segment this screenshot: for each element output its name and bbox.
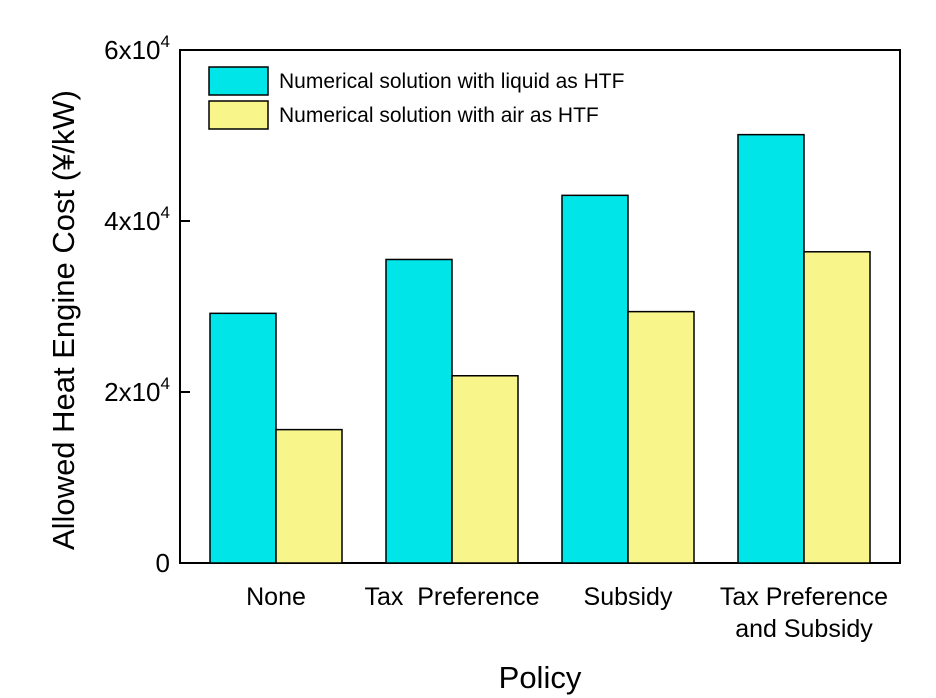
- x-tick-label: Tax Preference and Subsidy: [720, 583, 888, 643]
- bar-liquid-1: [385, 258, 453, 564]
- bar-air-3: [803, 251, 871, 564]
- bar-liquid-0: [209, 312, 277, 564]
- x-axis-title: Policy: [499, 660, 582, 695]
- legend-swatch-air: [208, 100, 269, 130]
- y-axis-title: Allowed Heat Engine Cost (¥/kW): [46, 90, 81, 550]
- x-tick-label-line: and Subsidy: [735, 615, 873, 643]
- y-tick-label: 2x104: [104, 374, 170, 407]
- legend: Numerical solution with liquid as HTF Num…: [208, 66, 624, 130]
- bar-air-1: [451, 375, 519, 564]
- y-tick-exponent: 4: [161, 374, 170, 393]
- plot-area: None Tax Preference Subsidy Tax Preference a…: [104, 32, 901, 643]
- x-tick-label: None: [246, 583, 306, 611]
- x-tick-label-line: Subsidy: [584, 583, 673, 611]
- legend-label-air: Numerical solution with air as HTF: [279, 104, 599, 127]
- y-tick-exponent: 4: [161, 32, 170, 51]
- x-tick-label-line: Tax Preference: [364, 583, 539, 611]
- legend-label-liquid: Numerical solution with liquid as HTF: [279, 70, 624, 93]
- y-tick-base: 0: [156, 548, 170, 578]
- x-tick-label: Subsidy: [584, 583, 673, 611]
- y-tick-base: 4x10: [104, 206, 160, 236]
- plot-frame: [179, 49, 901, 564]
- bar-air-2: [627, 310, 695, 564]
- bar-air-0: [275, 428, 343, 564]
- y-tick-base: 2x10: [104, 377, 160, 407]
- bar-liquid-2: [561, 194, 629, 564]
- bar-liquid-3: [737, 133, 805, 564]
- y-tick-exponent: 4: [161, 203, 170, 222]
- legend-swatch-liquid: [208, 66, 269, 96]
- y-tick-label: 0: [156, 548, 170, 578]
- y-tick-base: 6x10: [104, 35, 160, 65]
- y-tick-label: 6x104: [104, 32, 170, 65]
- x-tick-label: Tax Preference: [364, 583, 539, 611]
- y-tick-label: 4x104: [104, 203, 170, 236]
- x-tick-label-line: None: [246, 583, 306, 611]
- x-tick-label-line: Tax Preference: [720, 583, 888, 611]
